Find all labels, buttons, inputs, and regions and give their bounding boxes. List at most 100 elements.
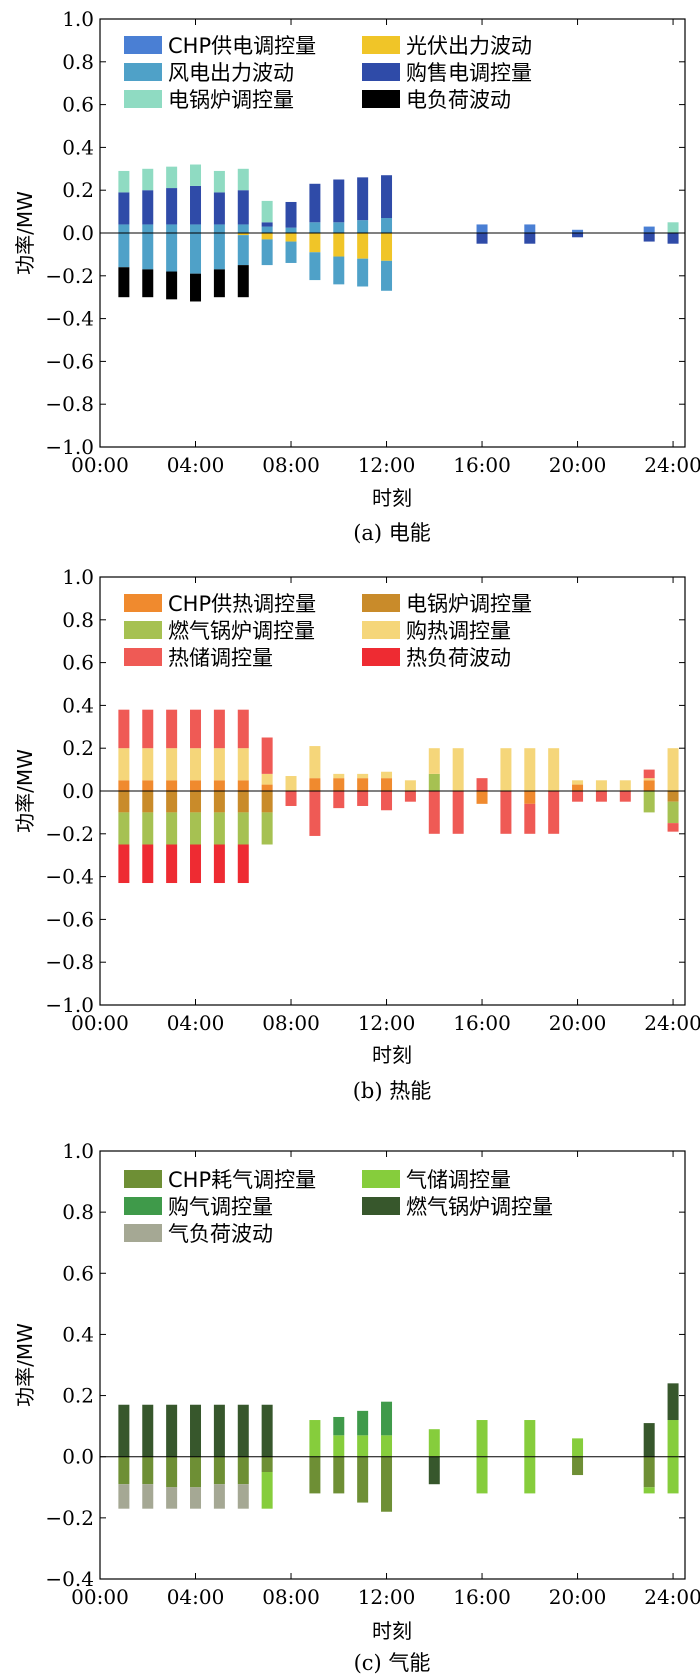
bar-segment [118, 791, 130, 813]
legend-label: CHP耗气调控量 [168, 1168, 316, 1192]
bar-segment [309, 233, 321, 253]
bar-segment [309, 183, 321, 223]
bar-segment [667, 222, 679, 233]
legend-label: 购气调控量 [168, 1195, 273, 1219]
bar-segment [667, 1456, 679, 1494]
bar-segment [572, 1456, 584, 1476]
bar-segment [381, 260, 393, 291]
x-tick-label: 04:00 [167, 1585, 225, 1609]
bar-segment [333, 1416, 345, 1436]
bar-segment [357, 1435, 369, 1457]
bar-segment [309, 252, 321, 281]
bar-segment [166, 780, 178, 791]
legend-label: 电负荷波动 [406, 88, 511, 112]
bar-segment [118, 709, 130, 749]
x-tick-label: 04:00 [167, 453, 225, 477]
bar-segment [643, 780, 655, 791]
bar-segment [381, 218, 393, 233]
legend-swatch [362, 594, 400, 612]
bar-segment [643, 791, 655, 813]
bar-segment [213, 812, 225, 845]
x-axis-label: 时刻 [372, 1043, 412, 1067]
bar-segment [667, 1383, 679, 1421]
legend-label: 电锅炉调控量 [406, 592, 532, 616]
bar-segment [213, 709, 225, 749]
bar-segment [357, 1410, 369, 1436]
bar-segment [237, 791, 249, 813]
legend-swatch [362, 648, 400, 666]
bar-segment [309, 1420, 321, 1457]
bar-segment [643, 1456, 655, 1488]
panel-gas: 1.0 0.8 0.6 0.4 0.2 0.0 −0.2 −0.4 00:00 04:00 08:… [13, 1139, 700, 1675]
x-tick-label: 00:00 [71, 453, 129, 477]
bar-segment [643, 226, 655, 233]
bar-segment [309, 222, 321, 233]
bar-segment [118, 1404, 130, 1457]
bar-segment [118, 233, 130, 268]
bar-segment [118, 780, 130, 791]
bar-segment [190, 1456, 202, 1488]
bar-segment [190, 185, 202, 225]
y-tick-label: 0.8 [62, 50, 94, 74]
bar-segment [476, 778, 488, 791]
legend-swatch [124, 36, 162, 54]
bar-segment [142, 812, 154, 845]
legend-swatch [124, 1224, 162, 1242]
bar-segment [333, 222, 345, 233]
bar-segment [476, 1420, 488, 1457]
bar-segment [237, 1456, 249, 1485]
bar-segment [357, 773, 369, 779]
bar-segment [166, 188, 178, 225]
bar-segment [166, 1404, 178, 1457]
bar-segment [118, 812, 130, 845]
x-axis-ticks: 00:00 04:00 08:00 12:00 16:00 20:00 24:00 [71, 19, 700, 477]
bar-segment [118, 844, 130, 884]
bar-segment [333, 179, 345, 223]
x-axis-ticks: 00:00 04:00 08:00 12:00 16:00 20:00 24:00 [71, 577, 700, 1035]
bar-segment [524, 1456, 536, 1494]
bar-segment [213, 233, 225, 270]
bar-segment [357, 258, 369, 287]
bar-segment [428, 1429, 440, 1457]
plot-area-frame [99, 1150, 686, 1580]
x-tick-label: 16:00 [453, 1585, 511, 1609]
y-tick-label: 0.2 [62, 178, 94, 202]
bar-segment [142, 791, 154, 813]
bar-segment [524, 224, 536, 233]
bar-segment [476, 1456, 488, 1494]
bar-segment [261, 1404, 273, 1457]
bar-segment [572, 784, 584, 791]
x-tick-label: 00:00 [71, 1011, 129, 1035]
x-tick-label: 04:00 [167, 1011, 225, 1035]
bar-segment [142, 190, 154, 225]
y-tick-label: 0.4 [62, 1322, 94, 1346]
y-tick-label: 0.8 [62, 608, 94, 632]
y-tick-label: 0.6 [62, 1261, 94, 1285]
legend-swatch [124, 1197, 162, 1215]
bar-segment [261, 233, 273, 240]
legend-label: 气负荷波动 [168, 1222, 273, 1246]
bar-segment [500, 748, 512, 791]
bar-segment [333, 233, 345, 257]
legend-swatch [362, 90, 400, 108]
x-axis-ticks: 00:00 04:00 08:00 12:00 16:00 20:00 24:00 [71, 1151, 700, 1609]
y-tick-label: 1.0 [62, 7, 94, 31]
y-tick-label: −0.8 [45, 392, 94, 416]
bar-segment [333, 773, 345, 779]
bar-segment [261, 239, 273, 266]
bar-segment [428, 1456, 440, 1485]
bar-segment [237, 224, 249, 233]
bar-segment [572, 780, 584, 785]
y-tick-label: −0.2 [45, 264, 94, 288]
legend-swatch [362, 621, 400, 639]
bar-segment [404, 791, 416, 802]
bar-segment [213, 748, 225, 781]
bar-segment [237, 780, 249, 791]
bar-segment [166, 844, 178, 884]
x-tick-label: 24:00 [644, 1011, 700, 1035]
bar-segment [237, 1484, 249, 1509]
y-tick-label: 0.0 [62, 221, 94, 245]
